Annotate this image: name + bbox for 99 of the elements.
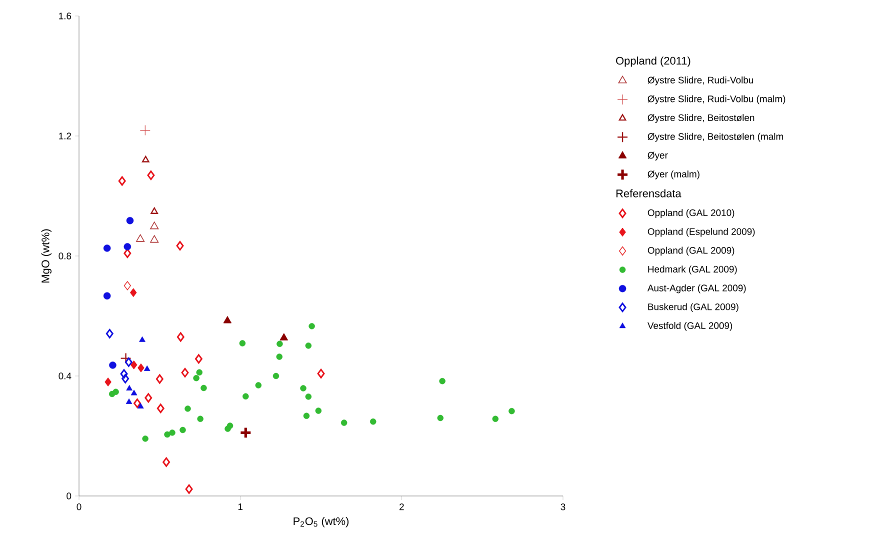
point bbox=[126, 384, 133, 390]
point bbox=[122, 374, 130, 384]
point bbox=[140, 125, 150, 136]
x-tick-label: 2 bbox=[400, 503, 404, 510]
legend-title: Oppland (2011) bbox=[616, 56, 690, 67]
point bbox=[305, 342, 312, 349]
legend-label: Vestfold (GAL 2009) bbox=[647, 322, 732, 331]
point bbox=[120, 352, 132, 364]
x-tick-label: 1 bbox=[238, 503, 243, 510]
legend-label: Øystre Slidre, Beitostølen (malm bbox=[648, 132, 784, 142]
point bbox=[340, 420, 348, 426]
point bbox=[239, 340, 246, 346]
point bbox=[130, 390, 138, 396]
point bbox=[226, 422, 234, 429]
legend-label: Hedmark (GAL 2009) bbox=[648, 266, 737, 274]
point bbox=[300, 385, 306, 392]
y-tick-label: 1.6 bbox=[59, 12, 72, 20]
x-axis-title: P$_{2}$O$_{5}$ (wt%) bbox=[294, 517, 349, 528]
y-tick-label: 1.2 bbox=[59, 132, 72, 140]
point bbox=[136, 234, 145, 242]
legend-label: Øyer bbox=[648, 152, 668, 160]
legend-label: Buskerud (GAL 2009) bbox=[648, 303, 738, 312]
point bbox=[112, 388, 119, 396]
point bbox=[276, 354, 283, 360]
y-tick-label: 0.4 bbox=[58, 372, 72, 380]
point bbox=[126, 398, 132, 404]
point bbox=[176, 332, 184, 342]
point bbox=[134, 398, 141, 408]
legend-label: Aust-Agder (GAL 2009) bbox=[647, 284, 746, 294]
point bbox=[150, 222, 159, 230]
point bbox=[118, 176, 126, 186]
point bbox=[138, 363, 144, 372]
point bbox=[200, 384, 207, 392]
point bbox=[106, 328, 114, 338]
point bbox=[223, 316, 232, 324]
point bbox=[508, 408, 515, 414]
point bbox=[239, 426, 252, 439]
point bbox=[197, 416, 204, 422]
point bbox=[492, 416, 499, 422]
point bbox=[184, 406, 191, 412]
y-tick-label: 0 bbox=[66, 492, 72, 500]
point bbox=[242, 393, 249, 400]
point bbox=[162, 457, 170, 467]
point bbox=[272, 372, 280, 380]
point bbox=[180, 426, 186, 434]
y-tick-label: 0.8 bbox=[58, 252, 72, 260]
point bbox=[276, 340, 283, 348]
point bbox=[194, 354, 202, 364]
point bbox=[130, 288, 137, 298]
point bbox=[109, 362, 116, 369]
point bbox=[124, 281, 131, 290]
x-tick-label: 0 bbox=[76, 503, 82, 510]
legend-label: Oppland (Espelund 2009) bbox=[648, 228, 755, 237]
point bbox=[139, 336, 146, 342]
point bbox=[439, 378, 446, 384]
point bbox=[156, 404, 164, 414]
point bbox=[150, 235, 159, 243]
point bbox=[144, 365, 150, 371]
legend-label: Øystre Slidre, Beitostølen bbox=[648, 114, 754, 123]
point bbox=[137, 402, 144, 408]
point bbox=[147, 170, 155, 180]
point bbox=[169, 430, 176, 436]
point bbox=[142, 156, 150, 162]
legend-label: Øystre Slidre, Rudi-Volbu (malm) bbox=[648, 95, 786, 104]
point bbox=[103, 292, 111, 300]
point bbox=[124, 243, 132, 250]
point bbox=[164, 431, 170, 438]
legend-label: Øyer (malm) bbox=[648, 170, 700, 180]
point bbox=[120, 369, 128, 379]
point bbox=[124, 248, 132, 258]
point bbox=[255, 382, 262, 388]
point bbox=[370, 418, 376, 425]
point bbox=[315, 408, 322, 414]
point bbox=[317, 368, 325, 378]
point bbox=[150, 207, 158, 214]
legend-label: Oppland (GAL 2010) bbox=[648, 209, 734, 218]
x-tick-label: 3 bbox=[560, 503, 566, 510]
point bbox=[308, 323, 315, 330]
point bbox=[280, 333, 288, 340]
point bbox=[156, 374, 164, 384]
point bbox=[104, 378, 112, 386]
point bbox=[176, 241, 184, 251]
point bbox=[303, 412, 310, 420]
point bbox=[130, 360, 138, 370]
text: Referensdata bbox=[616, 189, 682, 198]
point bbox=[437, 414, 444, 422]
point bbox=[185, 484, 193, 494]
point bbox=[103, 244, 111, 252]
point bbox=[126, 216, 134, 224]
legend-label: Øystre Slidre, Rudi-Volbu bbox=[648, 76, 754, 86]
point bbox=[142, 436, 148, 442]
legend-label: Oppland (GAL 2009) bbox=[648, 246, 734, 256]
point bbox=[181, 368, 189, 378]
y-axis-title: MgO (wt%) bbox=[41, 229, 52, 282]
point bbox=[144, 393, 152, 403]
point bbox=[196, 369, 202, 376]
point bbox=[193, 374, 200, 382]
point bbox=[124, 357, 132, 367]
point bbox=[305, 394, 312, 400]
